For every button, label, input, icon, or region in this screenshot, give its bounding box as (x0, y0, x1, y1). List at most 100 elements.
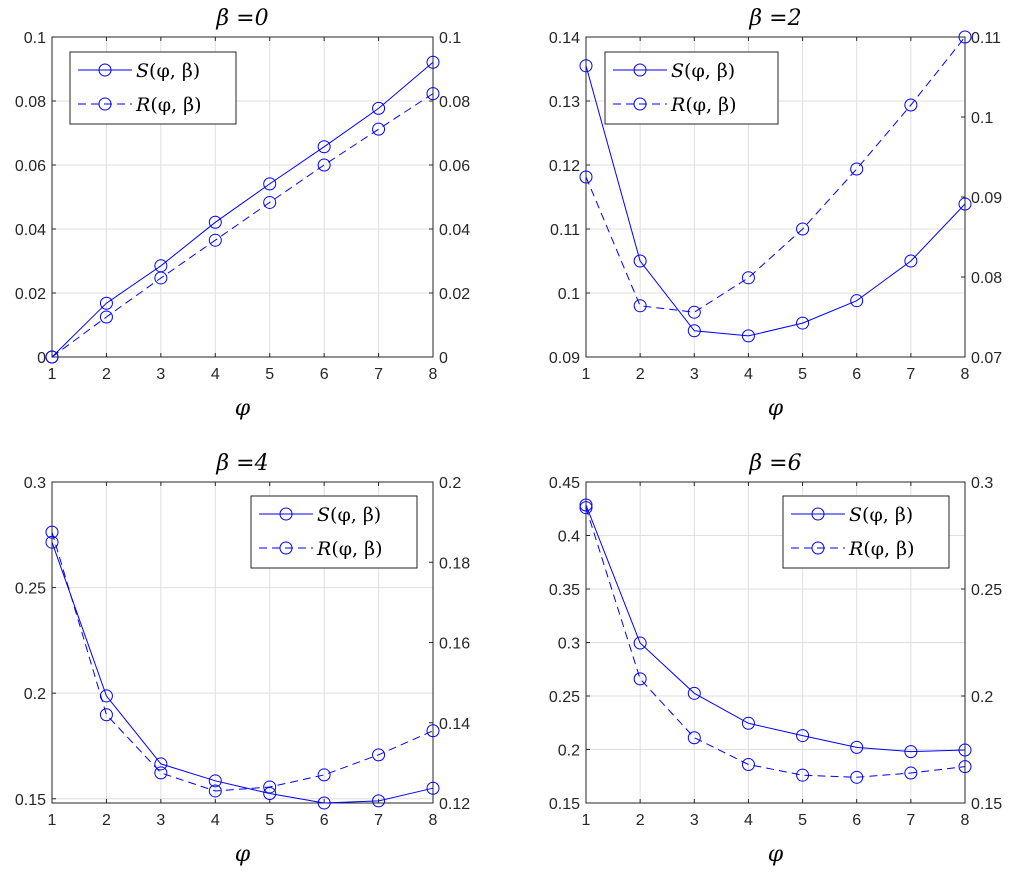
x-tick-label: 5 (265, 366, 274, 383)
x-tick-label: 5 (798, 366, 807, 383)
data-point-r (687, 731, 701, 745)
data-point-s (579, 59, 593, 73)
data-point-r (317, 768, 331, 782)
series-line-r (51, 93, 434, 358)
x-tick-label: 2 (636, 812, 645, 829)
data-point-s (850, 294, 864, 308)
data-point-s (154, 757, 168, 771)
y-left-tick-label: 0.14 (549, 30, 580, 47)
chart-panel-3: 1 2 3 4 5 6 7 8 0.15 0.2 0.25 0.3 0.12 0.14 0.16 0.18 0.… (15, 451, 470, 867)
data-point-r (317, 158, 331, 172)
data-point-r (45, 350, 59, 364)
data-point-r (426, 87, 440, 101)
data-point-r (99, 310, 113, 324)
x-tick-label: 8 (429, 812, 438, 829)
legend: S(φ, β) R(φ, β) (250, 495, 418, 569)
data-point-s (426, 55, 440, 69)
data-point-r (372, 122, 386, 136)
legend-marker-s (279, 507, 293, 521)
series-line-r (585, 507, 966, 778)
y-left-tick-label: 0.1 (24, 30, 46, 47)
x-tick-label: 7 (906, 812, 915, 829)
data-point-s (796, 729, 810, 743)
y-right-tick-label: 0.11 (971, 30, 1001, 47)
legend-marker-r (811, 541, 825, 555)
y-right-tick-label: 0.3 (971, 475, 993, 492)
data-point-r (372, 748, 386, 762)
y-left-tick-label: 0.12 (549, 158, 580, 175)
x-tick-label: 1 (582, 366, 591, 383)
x-tick-label: 7 (374, 366, 383, 383)
y-left-tick-label: 0.08 (15, 94, 46, 111)
chart-title: β =4 (215, 451, 268, 476)
data-point-s (687, 324, 701, 338)
y-right-tick-label: 0.1 (971, 110, 993, 127)
y-left-tick-label: 0.06 (15, 158, 46, 175)
x-tick-label: 3 (156, 366, 165, 383)
y-left-tick-label: 0.4 (558, 529, 580, 546)
y-left-tick-label: 0.15 (15, 792, 46, 809)
y-left-tick-label: 0.09 (549, 350, 580, 367)
y-left-tick-label: 0.11 (550, 222, 580, 239)
x-tick-label: 7 (374, 812, 383, 829)
y-left-tick-label: 0 (37, 350, 46, 367)
y-left-tick-label: 0.45 (549, 475, 580, 492)
x-tick-label: 8 (429, 366, 438, 383)
legend-box (782, 495, 950, 569)
x-tick-label: 1 (48, 812, 57, 829)
data-point-r (426, 724, 440, 738)
data-point-r (850, 770, 864, 784)
x-tick-label: 6 (852, 366, 861, 383)
series-line-s (51, 542, 434, 804)
data-point-s (372, 794, 386, 808)
legend-marker-r (633, 97, 647, 111)
data-point-r (579, 170, 593, 184)
data-point-s (208, 215, 222, 229)
data-point-s (958, 197, 972, 211)
x-axis-label: φ (235, 396, 251, 421)
x-tick-label: 1 (582, 812, 591, 829)
legend-marker-r (98, 97, 112, 111)
x-axis-label: φ (768, 842, 784, 867)
legend-marker-r (279, 541, 293, 555)
data-point-s (426, 781, 440, 795)
data-point-s (263, 177, 277, 191)
legend-label-r: R(φ, β) (316, 538, 383, 560)
data-point-s (904, 254, 918, 268)
data-point-s (317, 140, 331, 154)
y-left-tick-label: 0.25 (549, 689, 580, 706)
chart-panel-2: 1 2 3 4 5 6 7 8 0.09 0.1 0.11 0.12 0.13 0.14 0.07 0.08 0… (549, 6, 1002, 421)
chart-title: β =0 (215, 6, 268, 31)
y-left-tick-label: 0.2 (24, 686, 46, 703)
data-point-r (741, 271, 755, 285)
legend-marker-s (98, 63, 112, 77)
y-right-tick-label: 0.1 (439, 30, 461, 47)
data-point-r (687, 305, 701, 319)
y-left-tick-label: 0.15 (549, 796, 580, 813)
legend-label-s: S(φ, β) (136, 60, 200, 82)
chart-title: β =2 (748, 6, 801, 31)
data-point-s (958, 743, 972, 757)
y-right-tick-label: 0.07 (971, 350, 1002, 367)
x-axis-label: φ (768, 396, 784, 421)
data-point-s (904, 745, 918, 759)
y-left-tick-label: 0.35 (549, 582, 580, 599)
x-tick-label: 4 (744, 366, 753, 383)
data-point-r (958, 30, 972, 44)
series-line-r (51, 532, 434, 792)
series-line-s (585, 504, 966, 753)
x-tick-label: 6 (320, 366, 329, 383)
data-point-r (633, 672, 647, 686)
series-line-s (51, 61, 434, 358)
legend-label-r: R(φ, β) (135, 94, 202, 116)
y-right-tick-label: 0.02 (439, 286, 470, 303)
x-tick-label: 5 (798, 812, 807, 829)
data-point-r (958, 760, 972, 774)
x-tick-label: 2 (636, 366, 645, 383)
x-tick-label: 7 (906, 366, 915, 383)
data-point-r (633, 299, 647, 313)
y-right-tick-label: 0.2 (971, 689, 993, 706)
y-left-tick-label: 0.25 (15, 581, 46, 598)
x-tick-label: 8 (961, 366, 970, 383)
